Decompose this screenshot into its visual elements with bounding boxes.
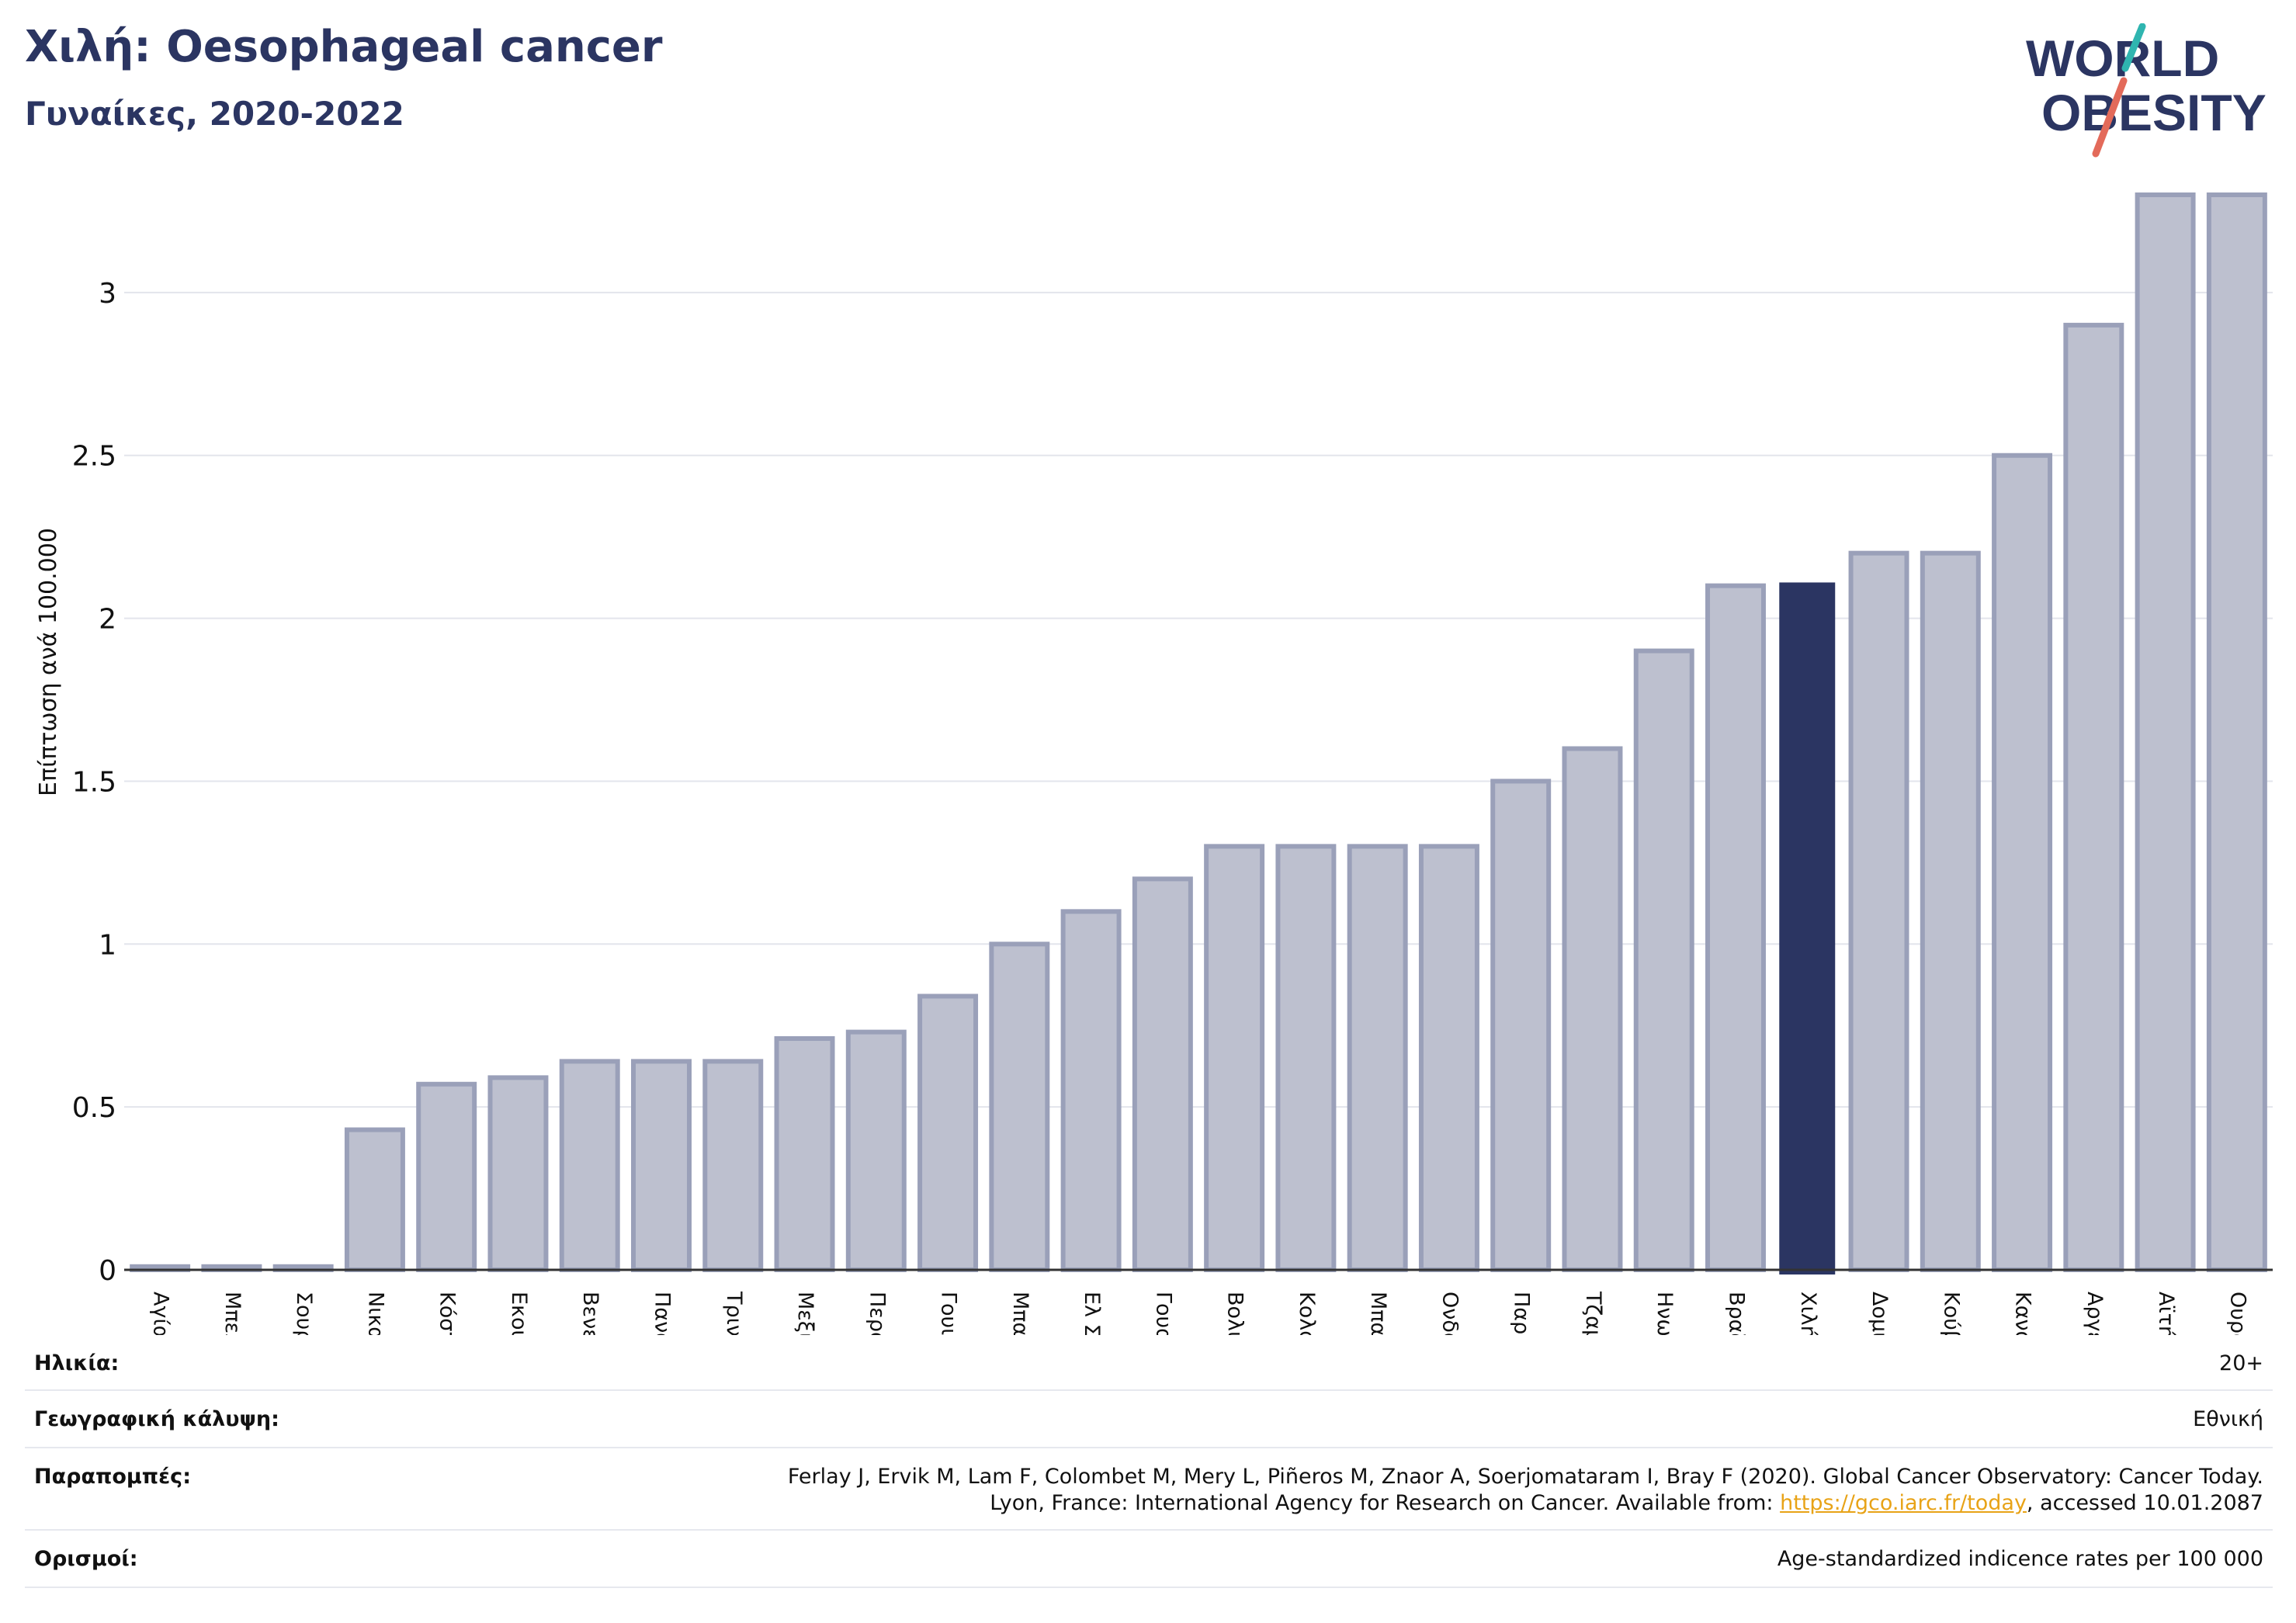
footer-row-coverage: Γεωγραφική κάλυψη: Εθνική	[25, 1391, 2273, 1448]
bar-11	[917, 994, 979, 1273]
x-axis-ticks: Αγία Λουκία Μπελίζ Σουρινάμ Νικαράγουα Κόστα…	[149, 1291, 2250, 1335]
y-tick-label: 1	[99, 929, 116, 961]
x-tick-label: Παναμάς	[650, 1292, 675, 1335]
bar-4	[416, 1081, 477, 1272]
bar-19	[1490, 779, 1552, 1272]
x-tick-label: Μεξικό	[793, 1292, 817, 1335]
x-tick-label: Τζαμάικα	[1581, 1291, 1605, 1335]
age-label: Ηλικία:	[34, 1351, 120, 1375]
bar-20	[1562, 746, 1623, 1272]
logo-slash-coral	[2092, 77, 2128, 158]
bar-28	[2135, 192, 2196, 1272]
bar-17	[1347, 844, 1408, 1272]
references-line-1: Ferlay J, Ervik M, Lam F, Colombet M, Me…	[787, 1465, 2263, 1489]
y-axis-ticks: 0 0.5 1 1.5 2 2.5 3	[72, 278, 116, 1287]
bar-14	[1132, 876, 1193, 1272]
y-tick-label: 2.5	[72, 441, 116, 473]
age-value: 20+	[2219, 1351, 2263, 1375]
x-tick-label: Σουρινάμ	[292, 1292, 316, 1335]
bar-7	[631, 1059, 692, 1272]
bar-5	[487, 1075, 549, 1272]
x-tick-label: Περού	[865, 1292, 889, 1335]
x-tick-label: Αγία Λουκία	[149, 1292, 173, 1335]
logo-text-obesity: OBESITY	[2041, 84, 2267, 141]
bar-29	[2206, 192, 2267, 1272]
x-tick-label: Γουατεμάλα	[1151, 1292, 1175, 1335]
bar-3	[344, 1127, 405, 1272]
bar-24	[1848, 550, 1909, 1272]
x-tick-label: Χιλή	[1796, 1292, 1820, 1335]
coverage-value: Εθνική	[2193, 1407, 2263, 1431]
x-tick-label: Αργεντινή	[2083, 1292, 2107, 1335]
bar-23	[1779, 582, 1836, 1274]
x-tick-label: Βενεζουέλα	[578, 1292, 602, 1335]
y-tick-label: 0	[99, 1255, 116, 1287]
chart-footer: Ηλικία: 20+ Γεωγραφική κάλυψη: Εθνική Πα…	[25, 1333, 2273, 1588]
bar-13	[1060, 909, 1122, 1272]
bar-26	[1992, 453, 2053, 1273]
bar-9	[774, 1036, 835, 1273]
page-subtitle: Γυναίκες, 2020-2022	[25, 95, 404, 133]
bar-18	[1418, 844, 1479, 1272]
x-tick-label: Νικαράγουα	[363, 1292, 387, 1335]
references-line-2-suffix: , accessed 10.01.2087	[2026, 1491, 2263, 1515]
coverage-label: Γεωγραφική κάλυψη:	[34, 1407, 279, 1431]
grid-lines	[124, 291, 2273, 1108]
bar-16	[1275, 844, 1337, 1272]
x-tick-label: Ηνωμένες Πολιτείες	[1653, 1292, 1677, 1335]
x-tick-label: Ονδούρα	[1438, 1292, 1462, 1335]
x-tick-label: Βραζιλία	[1725, 1292, 1749, 1335]
x-tick-label: Δομινικανή Δημοκρατία	[1868, 1292, 1892, 1335]
y-tick-label: 0.5	[72, 1092, 116, 1124]
x-tick-label: Παραγουάη	[1510, 1292, 1534, 1335]
bar-6	[559, 1059, 620, 1272]
x-tick-label: Γουιάνα	[937, 1292, 961, 1335]
x-tick-label: Εκουαδόρ	[507, 1292, 531, 1335]
bar-chart: 0 0.5 1 1.5 2 2.5 3 Αγία Λουκία Μπελίζ Σουρινάμ Ν…	[35, 192, 2273, 1335]
y-axis-label: Επίπτωση ανά 100.000	[35, 528, 62, 796]
x-tick-label: Μπαχάμες	[1366, 1292, 1390, 1335]
x-tick-label: Μπελίζ	[220, 1292, 245, 1335]
bar-25	[1920, 550, 1981, 1272]
x-tick-label: Μπαρμπάντος	[1008, 1292, 1032, 1335]
logo-text-world: WORLD	[2026, 29, 2219, 87]
x-tick-label: Τρινιντάντ και Τομπάγκο	[722, 1291, 746, 1335]
footer-row-definitions: Ορισμοί: Age-standardized indicence rate…	[25, 1531, 2273, 1588]
bar-12	[989, 942, 1050, 1272]
references-label: Παραπομπές:	[34, 1465, 191, 1489]
bar-21	[1633, 648, 1694, 1272]
y-tick-label: 2	[99, 604, 116, 636]
references-link[interactable]: https://gco.iarc.fr/today	[1780, 1491, 2027, 1515]
bar-27	[2063, 322, 2124, 1272]
bar-22	[1705, 583, 1766, 1272]
x-tick-label: Ουρουγουάη	[2225, 1292, 2249, 1335]
x-tick-label: Κούβα	[1939, 1292, 1963, 1335]
y-tick-label: 3	[99, 278, 116, 310]
footer-row-age: Ηλικία: 20+	[25, 1333, 2273, 1391]
x-tick-label: Κολομβία	[1295, 1292, 1319, 1335]
bar-8	[702, 1059, 764, 1272]
definitions-value: Age-standardized indicence rates per 100…	[1777, 1547, 2263, 1571]
y-tick-label: 1.5	[72, 766, 116, 798]
x-tick-label: Ελ Σαλβαδόρ	[1080, 1292, 1104, 1335]
bar-10	[845, 1029, 907, 1272]
x-tick-label: Αϊτή	[2154, 1292, 2178, 1335]
footer-row-references: Παραπομπές: Ferlay J, Ervik M, Lam F, Co…	[25, 1448, 2273, 1531]
references-line-2-prefix: Lyon, France: International Agency for R…	[990, 1491, 1781, 1515]
world-obesity-logo: WORLD OBESITY	[2026, 23, 2267, 158]
x-tick-label: Καναδάς	[2011, 1292, 2035, 1335]
definitions-label: Ορισμοί:	[34, 1547, 138, 1571]
page-title: Χιλή: Oesophageal cancer	[25, 22, 663, 72]
logo-slash-teal	[2121, 23, 2146, 72]
x-tick-label: Βολιβία	[1223, 1292, 1247, 1335]
bars	[130, 192, 2267, 1274]
bar-15	[1204, 844, 1265, 1272]
references-line-2: Lyon, France: International Agency for R…	[25, 1490, 2263, 1517]
x-tick-label: Κόστα Ρίκα	[435, 1292, 460, 1335]
